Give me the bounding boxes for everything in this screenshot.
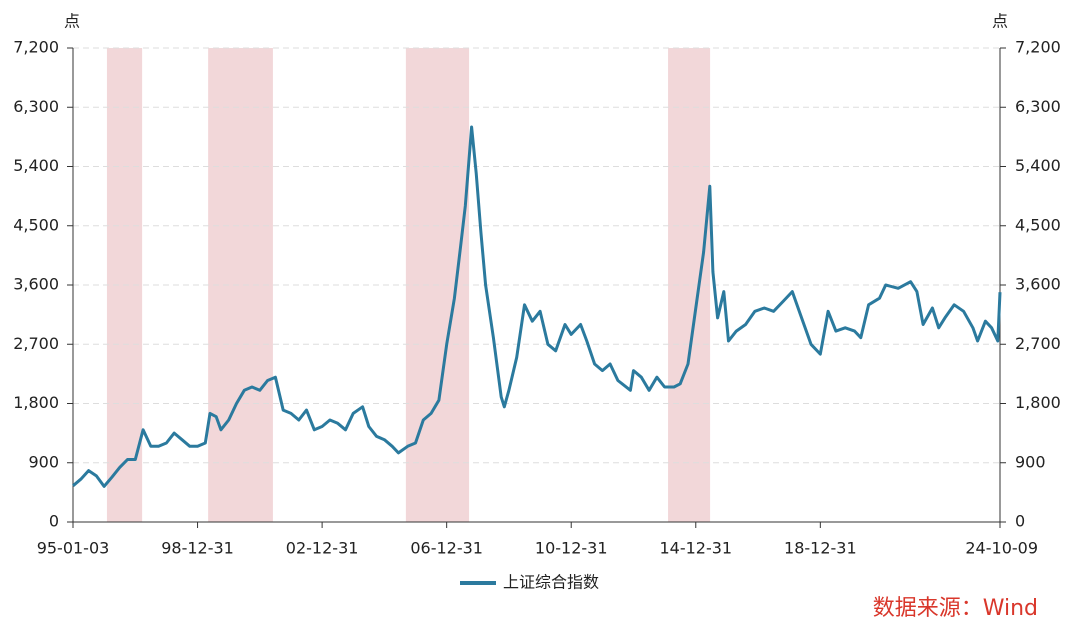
x-tick-label: 10-12-31 [535, 539, 608, 558]
y2-tick-label: 1,800 [1015, 393, 1061, 412]
x-tick-label: 18-12-31 [784, 539, 857, 558]
y-tick-label: 3,600 [13, 275, 59, 294]
y-tick-label: 5,400 [13, 156, 59, 175]
y-unit: 点 [64, 12, 80, 31]
x-tick-label: 14-12-31 [659, 539, 732, 558]
y-tick-label: 4,500 [13, 215, 59, 234]
y-tick-label: 1,800 [13, 393, 59, 412]
y2-tick-label: 5,400 [1015, 156, 1061, 175]
x-tick-label: 24-10-09 [965, 539, 1038, 558]
x-tick-label: 98-12-31 [161, 539, 234, 558]
x-tick-label: 95-01-03 [37, 539, 110, 558]
y2-tick-label: 6,300 [1015, 97, 1061, 116]
x-tick-label: 02-12-31 [286, 539, 359, 558]
legend-label: 上证综合指数 [503, 573, 599, 592]
y2-tick-label: 900 [1015, 452, 1046, 471]
y-tick-label: 900 [28, 452, 59, 471]
y2-tick-label: 0 [1015, 512, 1025, 531]
y-tick-label: 6,300 [13, 97, 59, 116]
y2-tick-label: 4,500 [1015, 215, 1061, 234]
y2-unit: 点 [992, 12, 1008, 31]
y-tick-label: 0 [49, 512, 59, 531]
y2-tick-label: 3,600 [1015, 275, 1061, 294]
line-series [72, 125, 1002, 488]
y-tick-label: 2,700 [13, 334, 59, 353]
source: 数据来源：Wind [873, 596, 1038, 621]
y2-tick-label: 7,200 [1015, 38, 1061, 57]
x-tick-label: 06-12-31 [410, 539, 483, 558]
y-tick-label: 7,200 [13, 38, 59, 57]
y2-tick-label: 2,700 [1015, 334, 1061, 353]
